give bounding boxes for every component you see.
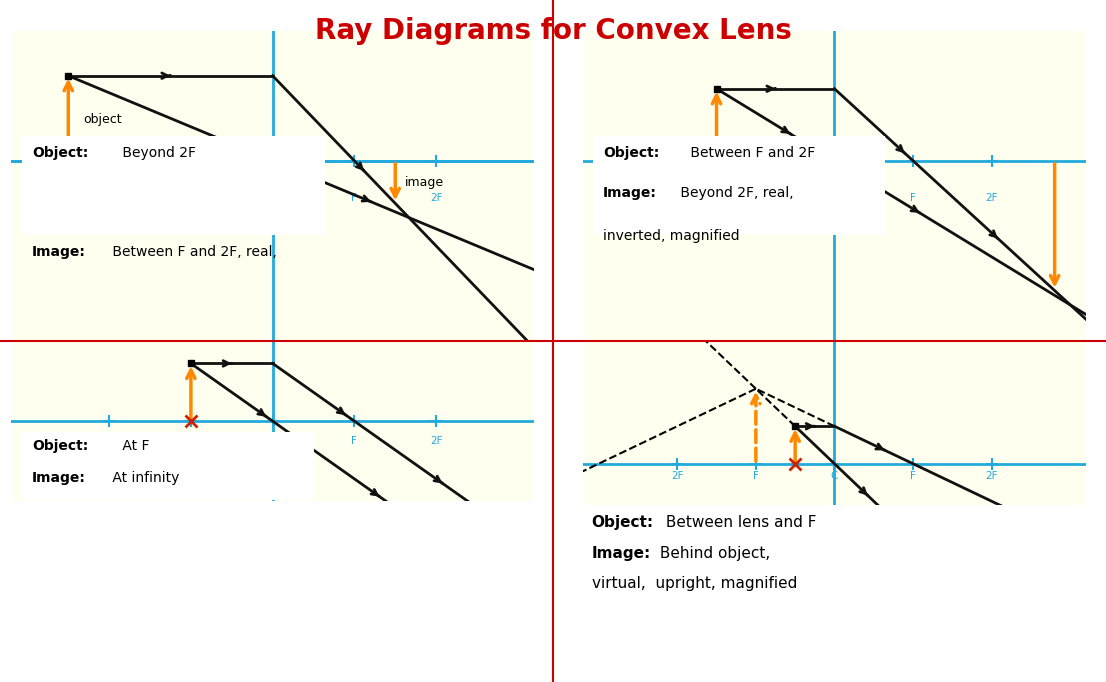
Text: F: F bbox=[352, 193, 357, 203]
Text: F: F bbox=[753, 471, 759, 481]
Text: Object:: Object: bbox=[592, 515, 654, 530]
FancyBboxPatch shape bbox=[21, 432, 314, 500]
Text: 2F: 2F bbox=[430, 436, 442, 445]
Text: F: F bbox=[188, 193, 194, 203]
Text: 2F: 2F bbox=[671, 193, 684, 203]
Text: Object:: Object: bbox=[32, 439, 88, 453]
Text: F: F bbox=[910, 193, 916, 203]
FancyBboxPatch shape bbox=[593, 136, 885, 235]
Text: inverted, diminished: inverted, diminished bbox=[32, 347, 175, 361]
Text: F: F bbox=[753, 193, 759, 203]
Text: Image:: Image: bbox=[592, 546, 651, 561]
Text: At F: At F bbox=[118, 439, 149, 453]
Text: Object:: Object: bbox=[32, 145, 88, 160]
Text: C: C bbox=[269, 193, 276, 203]
Text: Beyond 2F, real,: Beyond 2F, real, bbox=[676, 186, 794, 200]
Text: 2F: 2F bbox=[103, 193, 115, 203]
Text: Beyond 2F: Beyond 2F bbox=[118, 145, 196, 160]
Text: Object:: Object: bbox=[603, 145, 659, 160]
Text: Image:: Image: bbox=[32, 471, 86, 485]
Text: Ray Diagrams for Convex Lens: Ray Diagrams for Convex Lens bbox=[314, 17, 792, 45]
Text: Image:: Image: bbox=[603, 186, 657, 200]
Text: F: F bbox=[352, 436, 357, 445]
Text: Between F and 2F, real,: Between F and 2F, real, bbox=[108, 245, 276, 258]
Text: F: F bbox=[910, 471, 916, 481]
Text: 2F: 2F bbox=[985, 471, 998, 481]
Text: Between F and 2F: Between F and 2F bbox=[686, 145, 815, 160]
Text: At infinity: At infinity bbox=[108, 471, 179, 485]
Text: Image:: Image: bbox=[32, 245, 86, 258]
Text: F: F bbox=[188, 436, 194, 445]
Text: image: image bbox=[405, 177, 445, 190]
Text: virtual,  upright, magnified: virtual, upright, magnified bbox=[592, 576, 797, 591]
Text: 2F: 2F bbox=[103, 436, 115, 445]
Text: 2F: 2F bbox=[671, 471, 684, 481]
Text: Behind object,: Behind object, bbox=[655, 546, 770, 561]
Text: C: C bbox=[831, 471, 838, 481]
FancyBboxPatch shape bbox=[21, 136, 325, 235]
Text: C: C bbox=[269, 436, 276, 445]
Text: Between lens and F: Between lens and F bbox=[661, 515, 817, 530]
Text: object: object bbox=[83, 113, 122, 125]
Text: C: C bbox=[831, 193, 838, 203]
Text: 2F: 2F bbox=[430, 193, 442, 203]
Text: inverted, magnified: inverted, magnified bbox=[603, 229, 740, 243]
Text: 2F: 2F bbox=[985, 193, 998, 203]
